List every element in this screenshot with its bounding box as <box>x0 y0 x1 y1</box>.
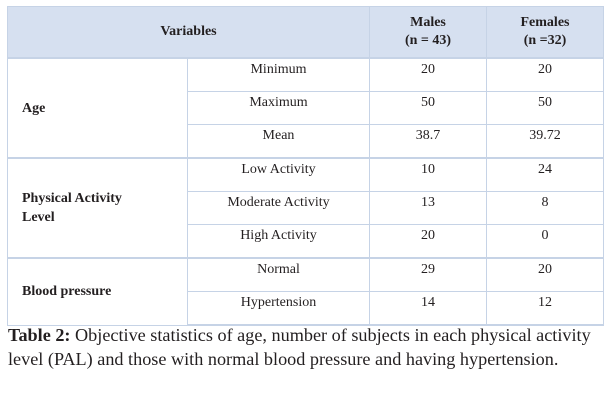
table-row: Mean 38.7 39.72 <box>8 124 604 159</box>
header-males: Males (n = 43) <box>369 6 487 59</box>
group-age: Age <box>7 57 188 159</box>
males-value: 10 <box>369 157 487 192</box>
table-row: Moderate Activity 13 8 <box>8 191 604 225</box>
table-row: Blood pressure Normal 29 20 <box>7 257 604 326</box>
females-value: 39.72 <box>486 124 604 159</box>
group-blood-pressure: Blood pressure <box>7 257 188 326</box>
table-row: Hypertension 14 12 <box>8 291 604 326</box>
row-label: Normal <box>187 257 370 292</box>
table-row: Age Minimum 20 20 <box>7 57 604 159</box>
statistics-table: Variables Males (n = 43) Females (n =32)… <box>7 6 604 326</box>
caption-text: Objective statistics of age, number of s… <box>8 325 591 369</box>
males-value: 50 <box>369 91 487 125</box>
table-header-row: Variables Males (n = 43) Females (n =32) <box>7 6 604 59</box>
females-value: 24 <box>486 157 604 192</box>
row-label: Minimum <box>187 57 370 92</box>
females-value: 20 <box>486 257 604 292</box>
table-row: Maximum 50 50 <box>8 91 604 125</box>
table-row: High Activity 20 0 <box>8 224 604 259</box>
header-females: Females (n =32) <box>486 6 604 59</box>
males-value: 14 <box>369 291 487 326</box>
females-value: 0 <box>486 224 604 259</box>
males-value: 38.7 <box>369 124 487 159</box>
males-value: 20 <box>369 57 487 92</box>
males-value: 20 <box>369 224 487 259</box>
females-value: 12 <box>486 291 604 326</box>
row-label: High Activity <box>187 224 370 259</box>
males-value: 29 <box>369 257 487 292</box>
row-label: Low Activity <box>187 157 370 192</box>
row-label: Moderate Activity <box>187 191 370 225</box>
row-label: Hypertension <box>187 291 370 326</box>
row-label: Maximum <box>187 91 370 125</box>
females-value: 50 <box>486 91 604 125</box>
row-label: Mean <box>187 124 370 159</box>
header-variables: Variables <box>7 6 370 59</box>
females-value: 8 <box>486 191 604 225</box>
table-row: Physical Activity Level Low Activity 10 … <box>7 157 604 259</box>
caption-label: Table 2: <box>8 325 71 345</box>
males-value: 13 <box>369 191 487 225</box>
females-value: 20 <box>486 57 604 92</box>
table-caption: Table 2: Objective statistics of age, nu… <box>8 323 606 371</box>
group-physical-activity: Physical Activity Level <box>7 157 188 259</box>
